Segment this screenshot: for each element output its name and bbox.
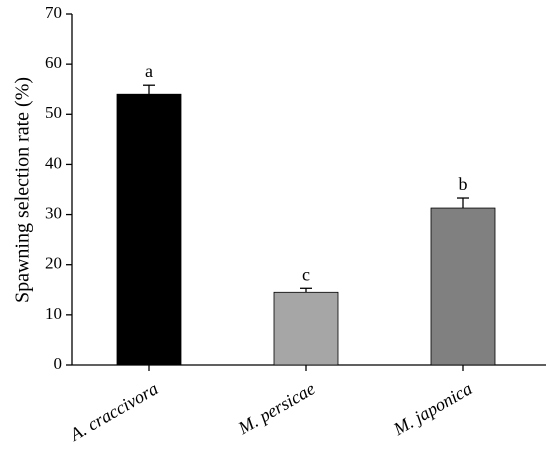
bar-1 (116, 93, 182, 366)
x-category-label-3: M. japonica (389, 378, 475, 439)
y-tick-label-10: 10 (45, 304, 62, 323)
y-tick-label-70: 70 (45, 3, 62, 22)
y-axis-title: Spawning selection rate (%) (12, 77, 34, 303)
x-category-label-2: M. persicae (234, 378, 318, 438)
bar-2 (273, 291, 339, 366)
y-tick-label-50: 50 (45, 103, 62, 122)
significance-letter-3: b (459, 174, 468, 194)
significance-letter-1: a (145, 61, 153, 81)
y-tick-label-20: 20 (45, 254, 62, 273)
y-tick-label-60: 60 (45, 53, 62, 72)
x-category-label-1: A. craccivora (66, 378, 162, 445)
y-tick-label-30: 30 (45, 203, 62, 222)
y-tick-label-40: 40 (45, 153, 62, 172)
y-tick-label-0: 0 (54, 354, 63, 373)
bar-3 (430, 207, 496, 366)
plot-area: 0 10 20 30 40 50 60 70 a A. craccivora c M. persica… (45, 3, 546, 445)
significance-letter-2: c (302, 264, 310, 284)
